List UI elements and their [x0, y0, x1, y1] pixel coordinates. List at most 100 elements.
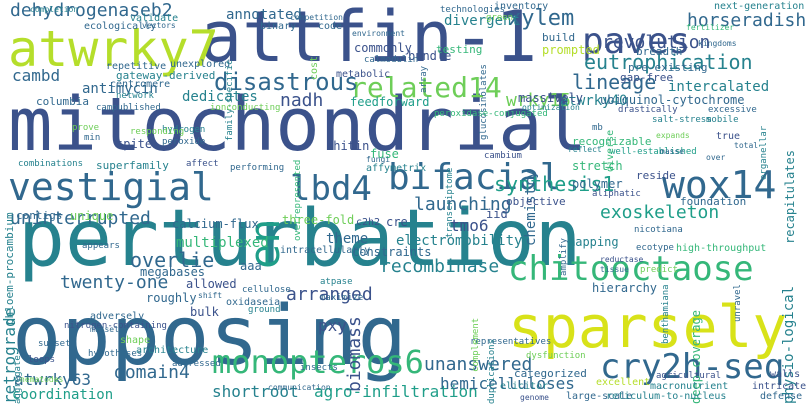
word: pxy — [318, 316, 347, 335]
word: defense — [760, 391, 803, 402]
word: atwrky7 — [8, 20, 219, 78]
word: disastrous — [214, 68, 359, 96]
word: affymetrix — [366, 163, 427, 174]
word: atwrky40 — [560, 93, 628, 109]
word: family-specific — [225, 59, 235, 141]
word: shortroot — [212, 382, 299, 401]
word: cry2h-seq — [600, 347, 785, 387]
word: large-scale — [566, 391, 633, 402]
word: chitooctaose — [508, 249, 754, 289]
word: electromobility — [396, 233, 523, 249]
word: responding — [130, 127, 185, 137]
word: cellulose — [242, 285, 291, 295]
word: benthamiana — [661, 284, 671, 344]
word: unanswered — [424, 354, 533, 375]
word: hierarchy — [592, 281, 658, 295]
word: hypotheses — [88, 349, 143, 359]
word: aaa — [240, 259, 262, 273]
word: next-generation — [714, 1, 805, 12]
word: glucosinolates — [479, 64, 489, 140]
word: megabases — [140, 265, 206, 279]
word: fuse — [370, 147, 399, 161]
word: mitochondrial — [8, 82, 588, 168]
word: cre — [386, 215, 408, 229]
word: arranged — [286, 284, 373, 305]
word: antimycin — [82, 81, 158, 97]
word: ecologically — [84, 21, 157, 32]
word: intricate — [752, 381, 807, 392]
word: maximize — [320, 293, 364, 303]
word: stretch — [572, 159, 623, 173]
word: lineage — [572, 70, 657, 94]
word: reflect — [568, 145, 602, 154]
word: nicotiana — [634, 225, 683, 235]
word: monopteros6 — [212, 343, 424, 381]
word: reductase — [600, 255, 644, 264]
word: overrepresented — [293, 159, 303, 241]
word: ubiquinol-cytochrome — [600, 93, 745, 107]
word: divergent — [444, 13, 520, 29]
word: gap-free — [620, 71, 673, 84]
word: pre-existing — [628, 61, 708, 74]
word: mobile — [706, 115, 739, 125]
word: atwrky63 — [14, 370, 92, 389]
word: amplify — [559, 238, 569, 276]
word: cost — [309, 55, 320, 80]
word: macronutrient — [650, 381, 729, 392]
word: inventory — [494, 1, 549, 12]
word: vectors — [142, 21, 176, 30]
word: agro-infiltration — [314, 382, 478, 401]
word: performing — [230, 163, 285, 173]
word: recognizable — [572, 135, 652, 148]
word: biomass — [344, 316, 365, 392]
word: metabolic — [336, 69, 391, 80]
word: dysfunction — [526, 351, 586, 361]
word: uninterrupted — [10, 208, 151, 229]
word: kingdoms — [698, 39, 737, 48]
word: reside — [636, 169, 676, 182]
word: peroxidase-conjugated — [434, 109, 548, 119]
word: opposing — [12, 289, 407, 384]
word: subset — [38, 339, 71, 349]
word: combinations — [18, 159, 84, 169]
word: annotated — [226, 7, 302, 23]
word: nitrogen-containing — [64, 321, 167, 331]
word: cambium — [484, 151, 522, 161]
word: network — [116, 91, 154, 101]
word: categorized — [514, 367, 587, 380]
word: xylem — [508, 6, 575, 31]
word: chitin — [326, 139, 370, 153]
word: mapping — [568, 235, 619, 249]
word: drastically — [618, 105, 678, 115]
word: bundle — [408, 49, 452, 63]
word: coordination — [12, 387, 114, 403]
word: nematodes — [20, 375, 64, 384]
word: over — [706, 153, 726, 162]
word: array — [419, 65, 429, 93]
word: cam — [96, 103, 113, 113]
word: three-fold — [282, 213, 355, 227]
word: tissue — [600, 265, 629, 274]
word: representatives — [470, 337, 552, 347]
word: unexplored — [170, 59, 231, 70]
word: published — [112, 103, 161, 113]
word: objective — [506, 195, 566, 208]
word: green — [486, 13, 514, 23]
word: superfamily — [96, 159, 169, 172]
word: ionconducting — [210, 103, 281, 113]
word: sparsely — [508, 293, 788, 361]
word: phloem-procambium — [3, 212, 16, 325]
word: c2h2 — [356, 217, 381, 228]
word: code — [318, 21, 343, 32]
word: dehydrogenaseb2 — [10, 0, 173, 21]
word: high-throughput — [676, 243, 767, 254]
word: centromere — [110, 79, 171, 90]
word: feedforward — [350, 95, 430, 109]
word: adversely — [90, 311, 145, 322]
word: bifacial — [388, 157, 562, 198]
word: twenty-one — [60, 272, 169, 293]
word: genome — [520, 393, 549, 402]
word: related14 — [350, 71, 502, 104]
word: true — [716, 131, 741, 142]
